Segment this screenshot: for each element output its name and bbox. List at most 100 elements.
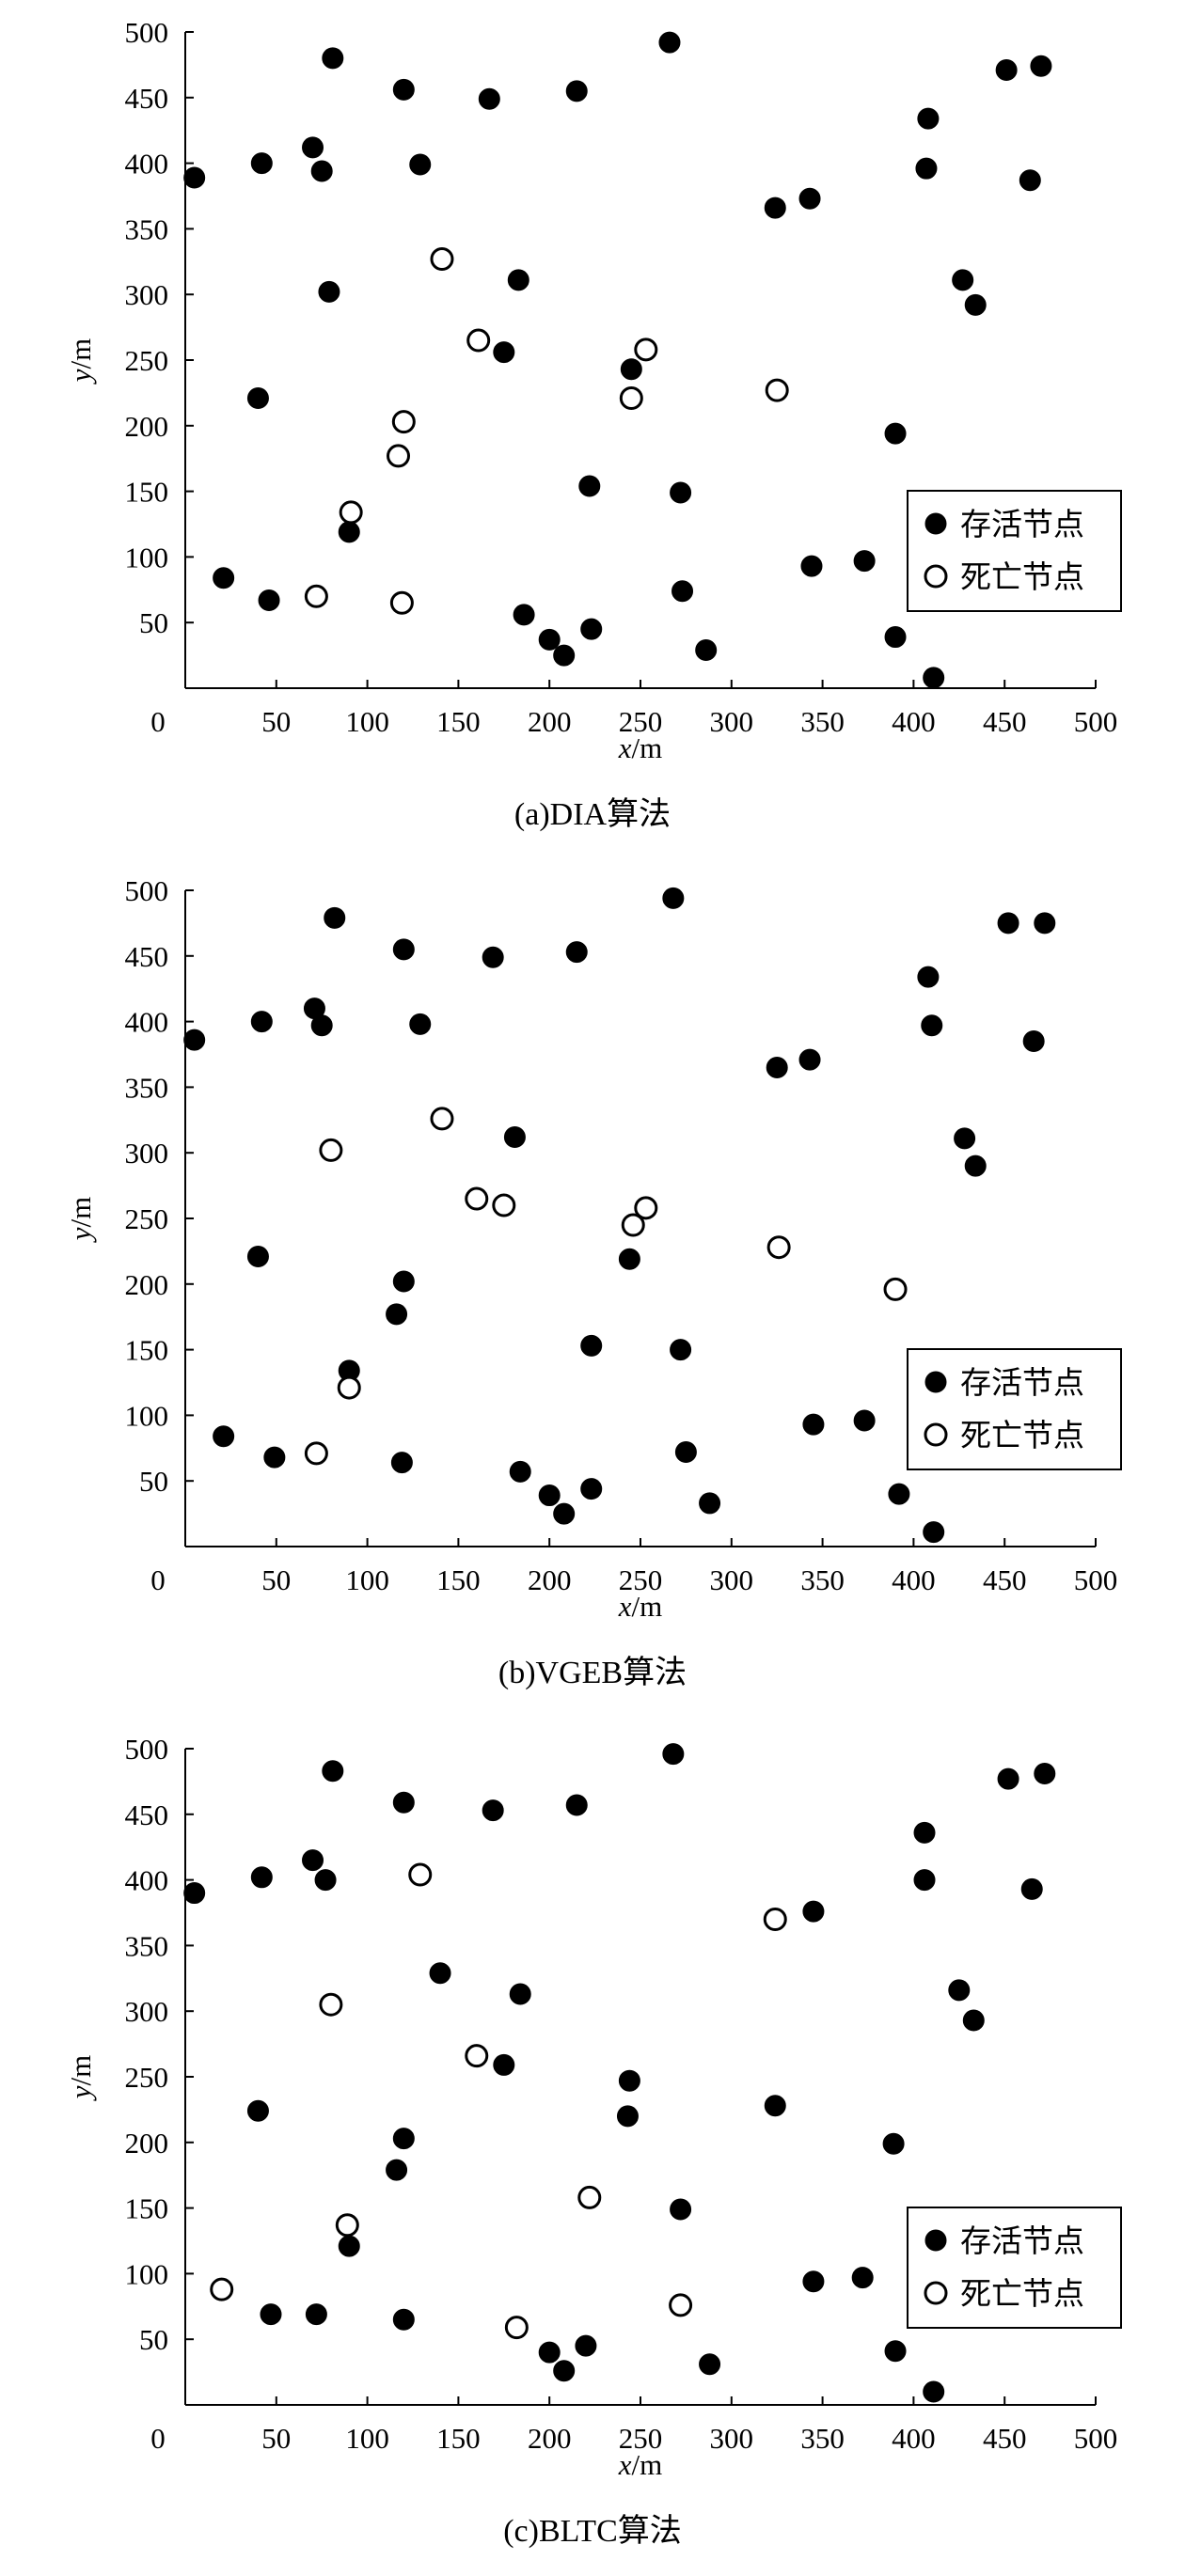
x-tick-label: 100 bbox=[345, 705, 389, 738]
alive-node-point bbox=[802, 1413, 825, 1436]
alive-node-point bbox=[392, 1270, 415, 1293]
alive-node-point bbox=[954, 1127, 976, 1150]
dead-node-point bbox=[335, 2213, 359, 2238]
dead-node-point bbox=[621, 1213, 645, 1237]
alive-node-point bbox=[183, 1029, 206, 1051]
alive-node-point bbox=[674, 1440, 697, 1463]
legend-dead-marker bbox=[924, 564, 948, 589]
alive-node-point bbox=[964, 1154, 987, 1177]
dead-node-point bbox=[465, 2044, 489, 2068]
alive-node-point bbox=[302, 136, 324, 159]
dead-node-point bbox=[765, 378, 789, 402]
alive-node-point bbox=[246, 1245, 269, 1267]
alive-node-point bbox=[392, 2128, 415, 2150]
alive-node-point bbox=[888, 1483, 910, 1505]
y-tick-label: 200 bbox=[125, 410, 169, 443]
alive-node-point bbox=[699, 2353, 721, 2376]
legend-alive-marker bbox=[924, 512, 947, 535]
dead-node-point bbox=[634, 338, 658, 362]
x-tick-label: 250 bbox=[619, 1563, 663, 1596]
alive-node-point bbox=[538, 1484, 561, 1507]
alive-node-point bbox=[952, 269, 974, 291]
dead-node-point bbox=[339, 500, 363, 525]
alive-node-point bbox=[493, 341, 515, 364]
legend-label: 存活节点 bbox=[960, 506, 1084, 542]
x-tick-label: 150 bbox=[436, 705, 481, 738]
alive-node-point bbox=[553, 2360, 576, 2382]
alive-node-point bbox=[884, 2340, 907, 2363]
alive-node-point bbox=[580, 1478, 603, 1500]
alive-node-point bbox=[964, 293, 987, 316]
y-tick-label: 400 bbox=[125, 1864, 169, 1897]
alive-node-point bbox=[310, 1014, 333, 1037]
alive-node-point bbox=[575, 2334, 597, 2357]
scatter-plot-c: 0 50 100 150 200 250 300 350 400 450 500 50 100 150 20… bbox=[64, 1733, 1122, 2481]
legend-box bbox=[907, 2207, 1122, 2329]
alive-node-point bbox=[509, 1983, 531, 2005]
y-tick-label: 500 bbox=[125, 16, 169, 49]
alive-node-point bbox=[503, 1125, 526, 1148]
alive-node-point bbox=[338, 521, 360, 543]
alive-node-point bbox=[246, 386, 269, 409]
alive-node-point bbox=[429, 1962, 451, 1985]
alive-node-point bbox=[882, 2132, 905, 2155]
legend-box bbox=[907, 1348, 1122, 1470]
alive-node-point bbox=[183, 166, 206, 189]
alive-node-point bbox=[921, 1014, 943, 1037]
alive-node-point bbox=[913, 1869, 936, 1892]
y-tick-label: 300 bbox=[125, 278, 169, 311]
dead-node-point bbox=[634, 1196, 658, 1220]
y-tick-label: 500 bbox=[125, 874, 169, 907]
x-tick-label: 500 bbox=[1074, 1563, 1118, 1596]
dead-node-point bbox=[430, 1107, 454, 1131]
alive-node-point bbox=[699, 1492, 721, 1515]
x-axis-label: x/m bbox=[618, 1590, 663, 1623]
y-axis-label: y/m bbox=[64, 2055, 97, 2102]
alive-node-point bbox=[913, 1821, 936, 1844]
x-tick-label: 0 bbox=[150, 705, 166, 738]
alive-node-point bbox=[798, 1048, 821, 1071]
alive-node-point bbox=[565, 941, 588, 964]
alive-node-point bbox=[923, 667, 945, 689]
dead-node-point bbox=[492, 1193, 516, 1217]
alive-node-point bbox=[800, 555, 823, 577]
dead-node-point bbox=[577, 2185, 602, 2209]
dead-node-point bbox=[389, 590, 414, 615]
alive-node-point bbox=[386, 1303, 408, 1326]
x-tick-label: 100 bbox=[345, 2422, 389, 2455]
alive-node-point bbox=[392, 2308, 415, 2331]
alive-node-point bbox=[250, 1866, 273, 1889]
alive-node-point bbox=[1034, 912, 1056, 935]
y-tick-label: 50 bbox=[139, 606, 168, 639]
x-tick-label: 450 bbox=[983, 2422, 1027, 2455]
y-tick-label: 50 bbox=[139, 2323, 168, 2356]
alive-node-point bbox=[565, 1794, 588, 1816]
alive-node-point bbox=[616, 2105, 639, 2128]
alive-node-point bbox=[213, 1425, 235, 1448]
dead-node-point bbox=[466, 328, 491, 353]
y-tick-label: 50 bbox=[139, 1465, 168, 1498]
alive-node-point bbox=[305, 2303, 327, 2326]
x-tick-label: 200 bbox=[528, 1563, 572, 1596]
x-axis-label: x/m bbox=[618, 731, 663, 764]
y-tick-label: 350 bbox=[125, 1071, 169, 1104]
chart-title-a: (a)DIA算法 bbox=[514, 797, 672, 832]
alive-node-point bbox=[482, 946, 504, 968]
alive-node-point bbox=[948, 1979, 971, 2002]
dead-node-point bbox=[766, 1235, 791, 1260]
alive-node-point bbox=[250, 152, 273, 175]
alive-node-point bbox=[764, 2095, 786, 2117]
x-tick-label: 300 bbox=[710, 705, 754, 738]
alive-node-point bbox=[338, 2235, 360, 2257]
alive-node-point bbox=[302, 1849, 324, 1872]
x-tick-label: 400 bbox=[892, 1563, 936, 1596]
x-tick-label: 300 bbox=[710, 2422, 754, 2455]
alive-node-point bbox=[917, 107, 940, 130]
y-tick-label: 250 bbox=[125, 344, 169, 377]
x-tick-label: 500 bbox=[1074, 705, 1118, 738]
alive-node-point bbox=[1022, 1030, 1045, 1053]
alive-node-point bbox=[853, 1409, 876, 1432]
y-tick-label: 100 bbox=[125, 2257, 169, 2290]
alive-node-point bbox=[478, 87, 500, 110]
y-axis-label: y/m bbox=[64, 338, 97, 385]
